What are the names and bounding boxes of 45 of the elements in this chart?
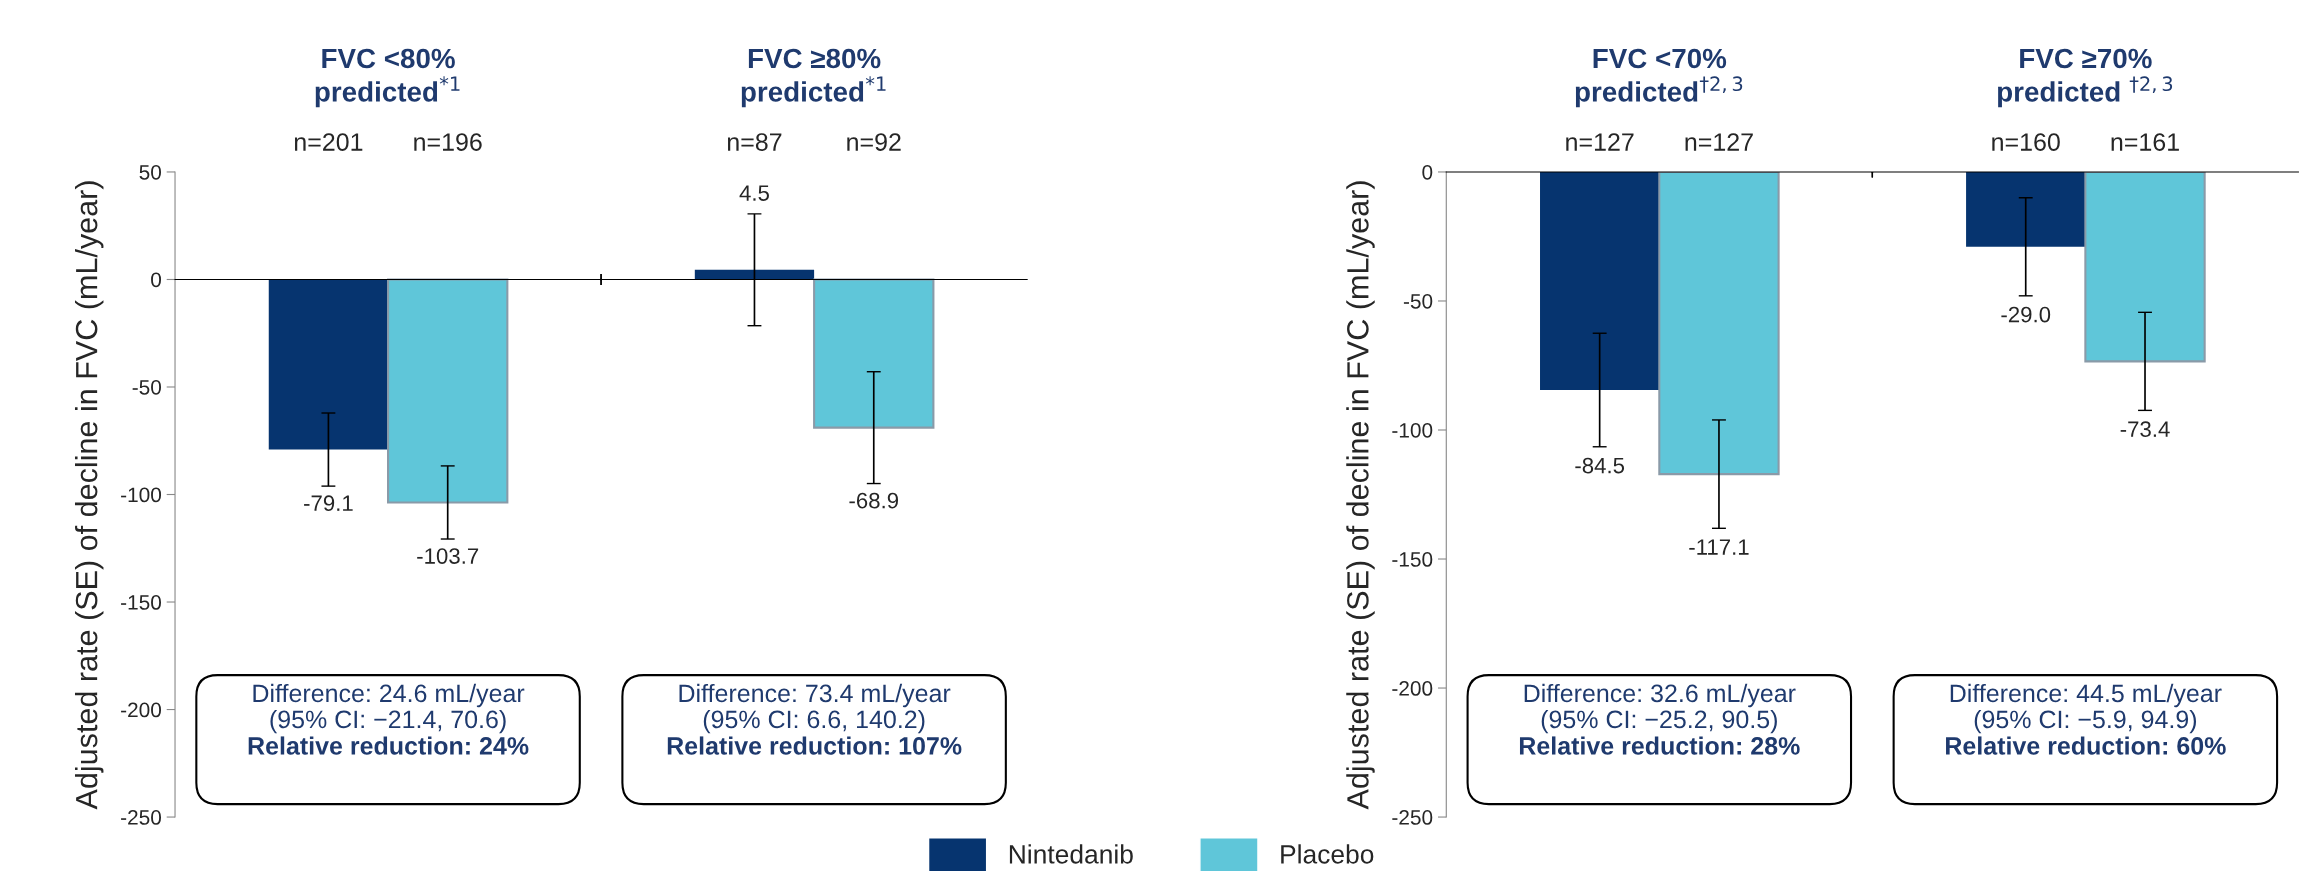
x-tick-label: FVC ≥80% predicted$^{*1}$ bbox=[741, 48, 886, 108]
annotation: Relative reduction: 107% bbox=[667, 736, 962, 755]
annotation: Difference: 44.5 mL/year (95% CI: −5.9, 94.9) bbox=[1950, 683, 2222, 734]
y-tick-label: -250 bbox=[1392, 810, 1433, 825]
data-label: -117.1 bbox=[1689, 539, 1749, 555]
annotation: Relative reduction: 60% bbox=[1946, 736, 2226, 755]
legend-label: Placebo bbox=[1281, 844, 1374, 864]
y-tick-label: -50 bbox=[1403, 293, 1433, 309]
y-tick-label: -150 bbox=[1392, 552, 1433, 567]
text: n=161 bbox=[2111, 133, 2179, 151]
text: n=92 bbox=[847, 133, 901, 151]
y-tick-label: -250 bbox=[121, 810, 162, 825]
text: n=87 bbox=[727, 133, 782, 151]
data-label: 4.5 bbox=[739, 185, 769, 201]
y-tick-label: -100 bbox=[1392, 423, 1433, 438]
data-label: -68.9 bbox=[849, 492, 899, 509]
x-tick-label: FVC <70% predicted$^{†2,3}$ bbox=[1575, 48, 1743, 108]
legend-label: Nintedanib bbox=[1009, 844, 1133, 864]
y-tick-label: -150 bbox=[121, 595, 162, 610]
y-tick-label: 0 bbox=[151, 272, 162, 288]
y-tick-label: -50 bbox=[132, 379, 162, 395]
annotation: Relative reduction: 28% bbox=[1519, 736, 1800, 755]
annotation: Difference: 73.4 mL/year (95% CI: 6.6, 140.2) bbox=[679, 683, 951, 734]
y-tick-label: 50 bbox=[139, 164, 162, 180]
y-tick-label: 0 bbox=[1422, 164, 1433, 180]
text: n=127 bbox=[1685, 133, 1753, 151]
data-label: -103.7 bbox=[417, 548, 479, 564]
x-tick-label: FVC <80% predicted$^{*1}$ bbox=[315, 48, 460, 108]
text: n=196 bbox=[414, 133, 482, 151]
data-label: -73.4 bbox=[2120, 421, 2170, 438]
annotation: Difference: 24.6 mL/year (95% CI: −21.4, 70.6) bbox=[253, 683, 525, 734]
annotation: Difference: 32.6 mL/year (95% CI: −25.2, 90.5) bbox=[1524, 683, 1796, 734]
annotation: Relative reduction: 24% bbox=[248, 736, 529, 755]
data-label: -84.5 bbox=[1575, 457, 1625, 474]
y-axis-title: Adjusted rate (SE) of decline in FVC (mL/year) bbox=[1346, 181, 1375, 810]
data-label: -79.1 bbox=[304, 495, 353, 512]
y-axis-title: Adjusted rate (SE) of decline in FVC (mL/year) bbox=[74, 181, 104, 810]
text: n=160 bbox=[1992, 133, 2060, 151]
y-tick-label: -100 bbox=[121, 487, 162, 503]
text: n=201 bbox=[294, 133, 363, 151]
text: n=127 bbox=[1566, 133, 1634, 151]
data-label: -29.0 bbox=[2001, 306, 2051, 323]
y-tick-label: -200 bbox=[121, 702, 162, 718]
y-tick-label: -200 bbox=[1392, 681, 1433, 696]
x-tick-label: FVC ≥70% predicted $^{†2,3}$ bbox=[1998, 48, 2173, 108]
